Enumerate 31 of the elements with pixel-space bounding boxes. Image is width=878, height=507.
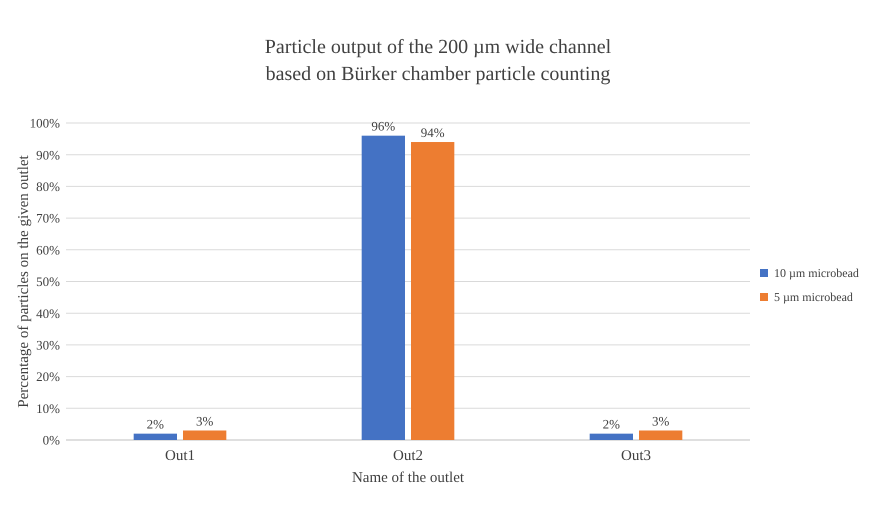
y-tick-label: 0% <box>42 432 60 448</box>
y-tick-label: 60% <box>36 242 60 258</box>
data-label: 3% <box>652 413 670 428</box>
legend-label: 5 µm microbead <box>774 290 853 304</box>
bar <box>362 136 405 440</box>
x-tick-label: Out3 <box>621 448 651 464</box>
data-label: 94% <box>420 125 445 140</box>
y-tick-label: 10% <box>36 400 60 416</box>
y-tick-label: 50% <box>36 274 60 290</box>
y-tick-label: 20% <box>36 369 60 384</box>
bar <box>411 142 454 440</box>
data-label: 2% <box>602 416 620 432</box>
x-tick-label: Out1 <box>165 448 195 464</box>
data-label: 3% <box>196 413 214 428</box>
data-label: 2% <box>146 416 164 432</box>
bar <box>134 434 177 440</box>
data-label: 96% <box>371 118 396 134</box>
y-tick-label: 100% <box>30 116 60 131</box>
y-tick-label: 70% <box>36 210 60 226</box>
x-axis-title: Name of the outlet <box>352 470 465 486</box>
y-tick-label: 90% <box>36 147 60 162</box>
y-axis-title: Percentage of particles on the given outlet <box>16 154 32 408</box>
x-tick-label: Out2 <box>393 448 423 464</box>
legend-label: 10 µm microbead <box>774 266 859 280</box>
bar <box>183 430 226 440</box>
chart-title: Particle output of the 200 µm wide channel based on Bürker chamber particle counting <box>264 36 612 85</box>
y-tick-label: 40% <box>36 306 60 321</box>
bar <box>639 430 682 440</box>
bar <box>590 434 633 440</box>
y-tick-label: 30% <box>36 337 60 352</box>
y-tick-label: 80% <box>36 178 60 194</box>
